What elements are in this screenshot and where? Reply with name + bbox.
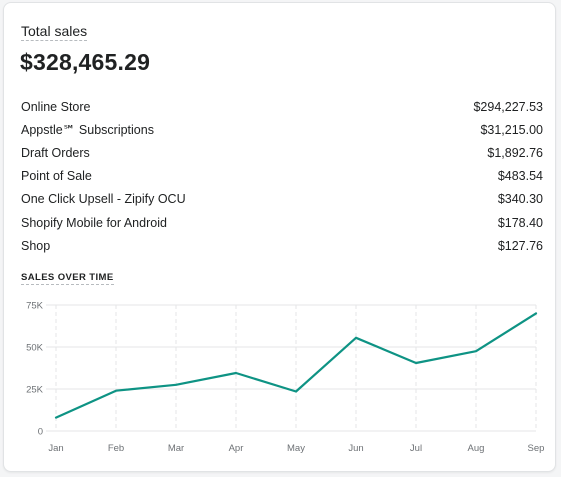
breakdown-row: One Click Upsell - Zipify OCU $340.30 [21, 188, 543, 211]
breakdown-row: Shop $127.76 [21, 234, 543, 257]
total-sales-card: Total sales $328,465.29 Online Store $29… [3, 2, 556, 472]
x-tick-label: Jul [410, 443, 422, 454]
sales-channel-breakdown: Online Store $294,227.53 Appstle℠ Subscr… [21, 95, 543, 257]
total-sales-amount: $328,465.29 [20, 49, 151, 75]
x-tick-label: Aug [468, 443, 485, 454]
channel-label: Shopify Mobile for Android [21, 215, 167, 230]
x-tick-label: Apr [229, 443, 244, 454]
y-tick-label: 50K [26, 343, 44, 354]
card-title[interactable]: Total sales [21, 23, 88, 41]
breakdown-row: Draft Orders $1,892.76 [21, 141, 543, 164]
channel-label: Online Store [21, 99, 91, 114]
sales-series-line [54, 312, 538, 419]
x-tick-label: Sep [528, 443, 545, 454]
x-tick-label: Feb [108, 443, 124, 454]
y-tick-label: 0 [38, 427, 43, 438]
x-tick-label: May [287, 443, 305, 454]
x-tick-label: Jun [348, 443, 363, 454]
sales-over-time-heading[interactable]: SALES OVER TIME [21, 272, 114, 285]
breakdown-row: Point of Sale $483.54 [21, 165, 543, 188]
breakdown-row: Online Store $294,227.53 [21, 95, 543, 118]
channel-value: $178.40 [497, 215, 543, 230]
breakdown-row: Shopify Mobile for Android $178.40 [21, 211, 543, 234]
channel-label: Shop [21, 238, 51, 253]
channel-label: Appstle℠ Subscriptions [21, 123, 154, 138]
sales-over-time-chart: 0 25K 50K 75K Jan Feb Mar Apr May Jun Jul Aug Sep [26, 301, 545, 455]
breakdown-row: Appstle℠ Subscriptions $31,215.00 [21, 118, 543, 141]
channel-value: $127.76 [497, 238, 543, 253]
x-tick-label: Jan [48, 443, 63, 454]
y-tick-label: 75K [26, 301, 44, 312]
channel-label: Draft Orders [21, 145, 90, 160]
channel-label: Point of Sale [21, 169, 92, 184]
channel-value: $294,227.53 [473, 99, 543, 114]
channel-value: $1,892.76 [487, 145, 543, 160]
channel-value: $340.30 [497, 192, 543, 207]
x-tick-label: Mar [168, 443, 184, 454]
y-tick-label: 25K [26, 385, 44, 396]
channel-value: $31,215.00 [480, 122, 543, 137]
channel-label: One Click Upsell - Zipify OCU [21, 192, 186, 207]
channel-value: $483.54 [497, 169, 543, 184]
